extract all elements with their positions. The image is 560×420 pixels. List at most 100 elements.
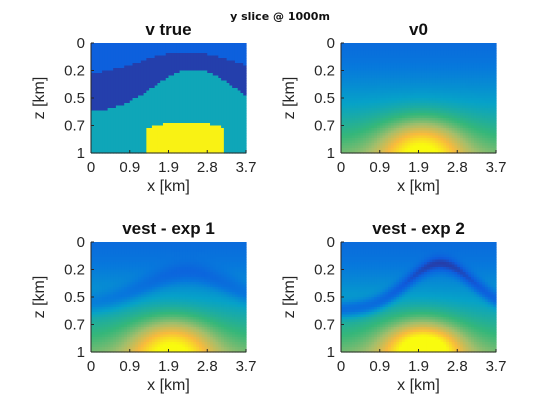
heatmap-cell [110,143,114,147]
heatmap-cell [393,105,397,109]
heatmap-cell [96,65,100,69]
heatmap-cell [102,50,106,54]
heatmap-cell [243,120,247,124]
heatmap-cell [471,95,475,99]
heatmap-cell [412,48,417,52]
heatmap-cell [476,88,480,92]
heatmap-cell [107,80,111,84]
heatmap-cell [440,93,445,97]
heatmap-cell [174,50,178,54]
heatmap-cell [421,55,425,59]
heatmap-cell [215,75,219,79]
heatmap-cell [223,68,228,72]
heatmap-cell [168,148,172,152]
heatmap-cell [221,118,225,122]
heatmap-cell [432,113,436,117]
heatmap-cell [193,143,197,147]
heatmap-cell [393,78,397,82]
heatmap-cell [168,68,172,72]
heatmap-cell [471,85,475,89]
heatmap-cell [437,105,442,109]
heatmap-cell [432,150,436,154]
heatmap-cell [210,60,214,64]
heatmap-cell [243,45,247,49]
heatmap-cell [218,138,222,142]
heatmap-cell [460,48,464,52]
heatmap-cell [371,95,375,99]
heatmap-cell [368,130,373,134]
heatmap-cell [129,95,134,99]
heatmap-cell [435,98,439,102]
heatmap-cell [124,45,128,49]
heatmap-cell [493,65,497,69]
heatmap-cell [193,63,197,67]
heatmap-cell [210,85,214,89]
heatmap-cell [207,113,211,117]
heatmap-cell [341,140,345,144]
heatmap-cell [493,100,497,104]
heatmap-cell [462,125,467,129]
heatmap-cell [226,85,230,89]
heatmap-cell [151,80,156,84]
heatmap-cell [113,65,117,69]
heatmap-cell [212,78,217,82]
heatmap-cell [240,135,244,139]
heatmap-cell [107,150,111,154]
heatmap-cell [487,78,492,82]
heatmap-cell [341,105,345,109]
heatmap-cell [460,63,464,67]
heatmap-cell [215,143,219,147]
heatmap-cell [368,140,373,144]
heatmap-cell [135,123,139,127]
heatmap-cell [198,93,203,97]
heatmap-cell [371,80,375,84]
heatmap-cell [443,143,447,147]
heatmap-cell [363,138,367,142]
heatmap-cell [99,115,103,119]
heatmap-cell [415,103,420,107]
heatmap-cell [437,88,442,92]
heatmap-cell [165,113,170,117]
heatmap-cell [365,145,370,149]
heatmap-cell [432,85,436,89]
heatmap-cell [210,103,214,107]
heatmap-cell [165,58,170,62]
heatmap-cell [487,115,492,119]
heatmap-cell [229,140,233,144]
heatmap-cell [171,93,175,97]
heatmap-cell [154,90,159,94]
heatmap-cell [404,88,409,92]
heatmap-cell [432,63,436,67]
heatmap-cell [146,45,150,49]
heatmap-cell [473,78,478,82]
heatmap-cell [151,115,156,119]
heatmap-cell [182,108,186,112]
heatmap-cell [484,150,489,154]
heatmap-cell [240,90,244,94]
heatmap-cell [368,88,373,92]
heatmap-cell [424,125,428,129]
heatmap-cell [385,118,389,122]
heatmap-cell [154,115,159,119]
heatmap-cell [460,110,464,114]
heatmap-cell [487,125,492,129]
heatmap-cell [368,100,373,104]
heatmap-cell [454,88,458,92]
heatmap-cell [91,98,95,102]
heatmap-cell [196,60,200,64]
heatmap-cell [354,105,359,109]
heatmap-cell [446,135,450,139]
heatmap-cell [379,148,384,152]
heatmap-cell [371,120,375,124]
heatmap-cell [385,70,389,74]
heatmap-cell [352,63,356,67]
heatmap-cell [471,108,475,112]
heatmap-cell [174,113,178,117]
heatmap-cell [171,108,175,112]
heatmap-cell [234,53,239,57]
heatmap-cell [176,90,181,94]
heatmap-cell [146,105,150,109]
heatmap-cell [448,118,453,122]
heatmap-cell [129,143,134,147]
heatmap-cell [451,50,456,54]
